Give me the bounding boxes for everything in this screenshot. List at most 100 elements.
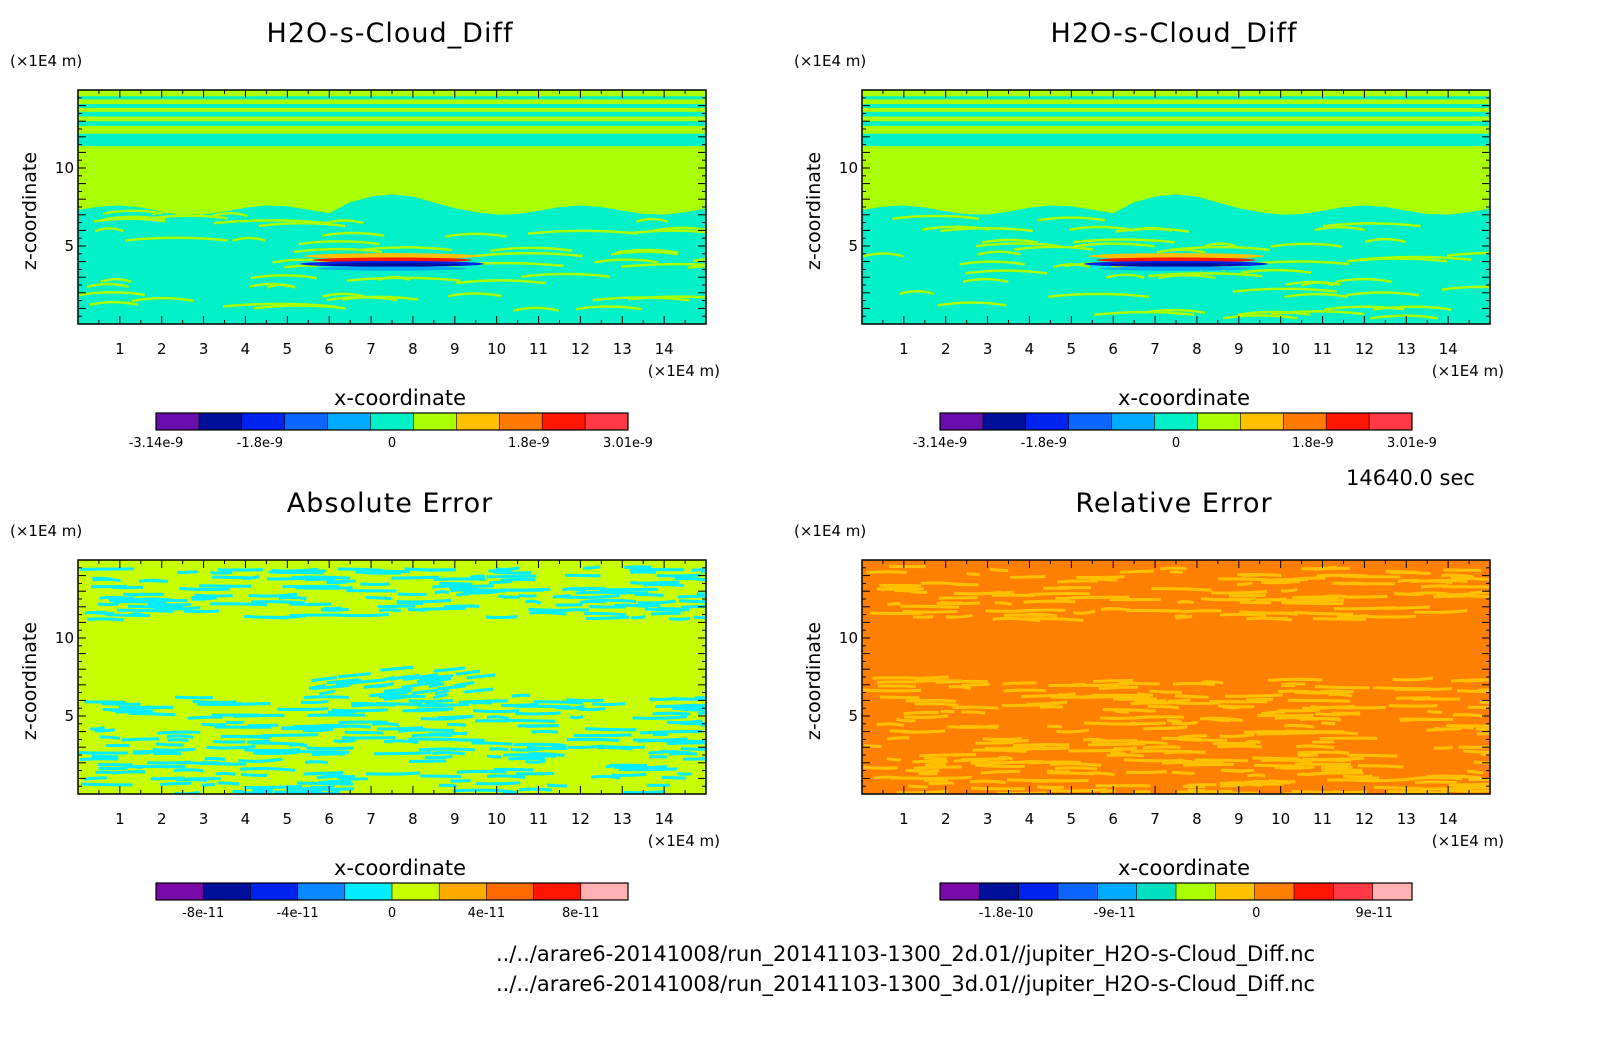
y-unit-label: (×1E4 m) bbox=[10, 522, 83, 540]
colorbar-swatch bbox=[284, 413, 329, 430]
colorbar-tick-label: 0 bbox=[1171, 436, 1181, 451]
field-streak bbox=[1387, 790, 1448, 794]
time-label: 14640.0 sec bbox=[1346, 466, 1475, 490]
field-streak bbox=[1488, 750, 1490, 754]
field-streak bbox=[1013, 743, 1070, 748]
plot-area bbox=[77, 559, 707, 901]
field-streak bbox=[1118, 680, 1160, 686]
colorbar-swatch bbox=[1240, 413, 1284, 430]
field-streak bbox=[149, 214, 229, 220]
field-streak bbox=[991, 739, 1029, 744]
field-streak bbox=[1312, 617, 1367, 621]
field-streak bbox=[680, 707, 705, 712]
colorbar-swatch bbox=[1136, 883, 1177, 900]
field-streak bbox=[592, 702, 626, 707]
field-streak bbox=[528, 607, 572, 612]
colorbar-tick-label: 1.8e-9 bbox=[1292, 436, 1334, 451]
field-streak bbox=[1334, 750, 1350, 755]
colorbar-tick-label: 4e-11 bbox=[467, 906, 506, 921]
field-streak bbox=[383, 686, 413, 694]
field-streak bbox=[584, 611, 627, 617]
field-streak bbox=[415, 673, 439, 680]
field-streak bbox=[969, 779, 1006, 785]
colorbar-swatch bbox=[413, 413, 457, 430]
field-streak bbox=[130, 612, 146, 617]
field-streak bbox=[305, 760, 329, 765]
field-streak bbox=[1105, 273, 1145, 279]
field-streak bbox=[493, 767, 534, 772]
field-streak bbox=[892, 214, 980, 221]
field-streak bbox=[1394, 591, 1424, 596]
colorbar-swatch bbox=[580, 883, 629, 900]
colorbar bbox=[155, 412, 629, 431]
field-streak bbox=[91, 754, 119, 759]
x-tick-label: 14 bbox=[654, 810, 674, 828]
field-streak bbox=[1237, 310, 1311, 316]
colorbar-swatch bbox=[542, 413, 586, 430]
field-streak bbox=[408, 698, 453, 703]
colorbar-swatch bbox=[979, 883, 1020, 900]
x-tick-label: 10 bbox=[487, 810, 507, 828]
field-streak bbox=[1267, 677, 1323, 682]
field-streak bbox=[574, 733, 632, 738]
field-streak bbox=[500, 587, 551, 592]
field-streak bbox=[342, 295, 419, 301]
field-streak bbox=[319, 689, 335, 696]
field-streak bbox=[1115, 709, 1129, 714]
field-streak bbox=[117, 608, 174, 613]
field-streak bbox=[251, 600, 305, 605]
field-streak bbox=[471, 701, 493, 705]
colorbar-swatch bbox=[392, 883, 440, 900]
field-streak bbox=[212, 575, 250, 580]
field-streak bbox=[444, 604, 480, 609]
field-streak bbox=[903, 711, 939, 716]
field-streak bbox=[1151, 587, 1212, 592]
field-streak bbox=[1370, 314, 1439, 320]
colorbar-swatch bbox=[1283, 413, 1327, 430]
field-streak bbox=[960, 682, 990, 687]
panel-top-left: H2O-s-Cloud_Diff (×1E4 m) (×1E4 m) z-coo… bbox=[0, 0, 780, 470]
field-streak bbox=[1309, 771, 1364, 776]
field-streak bbox=[1321, 721, 1336, 726]
field-streak bbox=[87, 617, 124, 622]
field-streak bbox=[424, 755, 453, 760]
colorbar-swatch bbox=[203, 883, 251, 900]
field-streak bbox=[236, 713, 254, 718]
field-streak bbox=[471, 741, 513, 746]
field-streak bbox=[1129, 721, 1167, 726]
colorbar-swatch bbox=[198, 413, 243, 430]
colorbar-swatch bbox=[940, 883, 980, 900]
field-streak bbox=[1241, 573, 1263, 577]
field-streak bbox=[276, 570, 325, 575]
field-streak bbox=[661, 775, 686, 780]
colorbar-swatch bbox=[1369, 413, 1413, 430]
colorbar-swatch bbox=[1372, 883, 1413, 900]
field-streak bbox=[150, 776, 185, 781]
field-streak bbox=[586, 615, 630, 621]
heatmap-field bbox=[862, 560, 1490, 794]
field-streak bbox=[515, 711, 561, 716]
field-streak bbox=[913, 765, 962, 770]
field-streak bbox=[1049, 762, 1102, 767]
field-streak bbox=[277, 707, 329, 711]
field-streak bbox=[1156, 248, 1206, 254]
field-streak bbox=[622, 603, 661, 608]
field-streak bbox=[1246, 697, 1273, 702]
colorbar-swatch bbox=[1215, 883, 1256, 900]
field-streak bbox=[174, 695, 213, 700]
field-streak bbox=[533, 700, 583, 705]
field-streak bbox=[100, 735, 121, 740]
field-streak bbox=[653, 226, 706, 232]
field-streak bbox=[1217, 790, 1259, 794]
field-streak bbox=[450, 778, 471, 783]
field-streak bbox=[297, 781, 354, 786]
field-streak bbox=[240, 767, 296, 772]
field-streak bbox=[226, 701, 271, 707]
field-streak bbox=[79, 757, 119, 762]
field-streak bbox=[1468, 777, 1490, 782]
field-streak bbox=[863, 744, 882, 748]
field-streak bbox=[623, 790, 666, 794]
x-tick-label: 5 bbox=[282, 340, 293, 358]
x-tick-label: 3 bbox=[198, 340, 209, 358]
stripe bbox=[78, 121, 706, 126]
